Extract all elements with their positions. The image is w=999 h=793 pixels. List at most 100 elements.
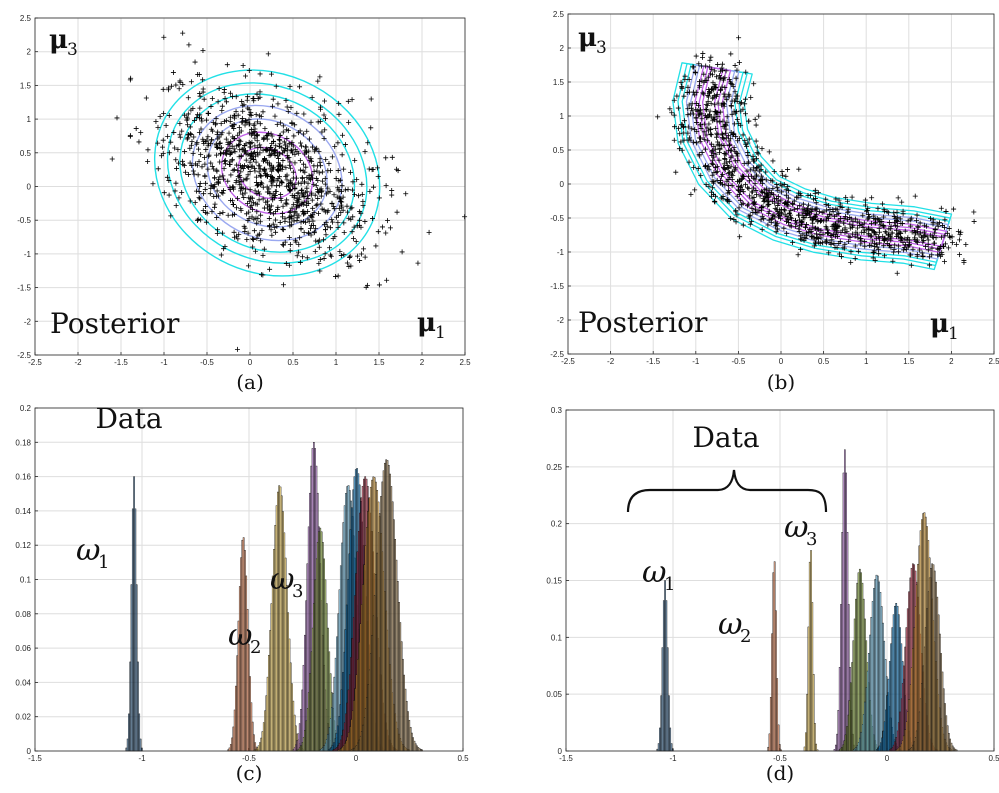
sample-point [215, 227, 221, 233]
sample-point [426, 229, 432, 235]
sample-point [345, 186, 351, 192]
sample-point [225, 178, 231, 184]
sample-point [311, 223, 317, 229]
sample-point [337, 198, 343, 204]
sample-point [218, 151, 224, 157]
sample-point [269, 232, 275, 238]
data-label: Data [692, 421, 759, 454]
sample-point [309, 94, 315, 100]
sample-point [310, 205, 316, 211]
sample-point [322, 175, 328, 181]
sample-point [207, 191, 213, 197]
sample-point [270, 96, 276, 102]
y-tick-label: -0.5 [550, 214, 564, 223]
sample-point [238, 165, 244, 171]
sample-point [203, 139, 209, 145]
sample-point [209, 163, 215, 169]
x-tick-label: -1 [669, 754, 677, 763]
x-tick-label: -0.5 [732, 357, 746, 366]
sample-point [251, 228, 257, 234]
sample-point [217, 141, 223, 147]
sample-point [199, 118, 205, 124]
sample-point [203, 147, 209, 153]
sample-point [286, 214, 292, 220]
sample-point [254, 133, 260, 139]
sample-point [349, 229, 355, 235]
sample-point [257, 71, 263, 77]
sample-point [267, 266, 273, 272]
sample-point [338, 210, 344, 216]
sample-point [157, 114, 163, 120]
y-tick-label: -1 [557, 248, 565, 257]
sample-point [254, 91, 260, 97]
sample-point [319, 169, 325, 175]
sample-point [284, 135, 290, 141]
sample-point [368, 125, 374, 131]
sample-point [234, 233, 240, 239]
sample-point [272, 224, 278, 230]
panel-c: -1.5 -1 -0.5 0 0.500.020.040.060.080.10.120.… [15, 402, 469, 785]
sample-point [319, 129, 325, 135]
sample-point [257, 121, 263, 127]
sample-point [269, 147, 275, 153]
sample-point [274, 223, 280, 229]
sample-point [224, 62, 230, 68]
sample-point [295, 198, 301, 204]
omega-label: ω [270, 562, 294, 597]
sample-point [215, 129, 221, 135]
sample-point [370, 184, 376, 190]
sample-point [277, 163, 283, 169]
sample-point [339, 188, 345, 194]
sample-point [339, 204, 345, 210]
sample-point [245, 164, 251, 170]
sample-point [262, 126, 268, 132]
sample-point [258, 238, 264, 244]
sample-point [335, 140, 341, 146]
x-tick-label: 2 [949, 357, 954, 366]
sample-point [303, 164, 309, 170]
sample-point [309, 197, 315, 203]
posterior-label: Posterior [578, 306, 708, 339]
sample-point [213, 122, 219, 128]
sample-point [214, 188, 220, 194]
sample-point [291, 201, 297, 207]
sample-point [234, 346, 240, 352]
sample-point [247, 112, 253, 118]
sample-point [155, 124, 161, 130]
sample-point [300, 218, 306, 224]
sample-point [292, 160, 298, 166]
sample-point [242, 143, 248, 149]
sample-point [340, 207, 346, 213]
sample-point [284, 152, 290, 158]
sample-point [205, 166, 211, 172]
sample-point [169, 83, 175, 89]
sample-point [155, 140, 161, 146]
sample-point [245, 94, 251, 100]
sample-point [317, 118, 323, 124]
y-tick-label: 2.5 [20, 14, 32, 23]
y-axis-subscript: 3 [596, 38, 607, 58]
sample-point [177, 78, 183, 84]
y-tick-label: 0.06 [15, 644, 31, 653]
sample-point [201, 96, 207, 102]
x-tick-label: 0.5 [988, 754, 999, 763]
sample-point [267, 207, 273, 213]
sample-point [268, 152, 274, 158]
x-axis-symbol: μ [930, 309, 949, 339]
sample-point [327, 252, 333, 258]
sample-point [361, 246, 367, 252]
sample-point [399, 249, 405, 255]
sample-point [282, 146, 288, 152]
sample-point [252, 165, 258, 171]
sample-point [335, 220, 341, 226]
sample-point [273, 83, 279, 89]
sample-point [309, 158, 315, 164]
sample-point [173, 203, 179, 209]
sample-point [370, 216, 376, 222]
sample-point [205, 110, 211, 116]
sample-point [275, 155, 281, 161]
panel-b: -2.5 -2 -1.5 -1 -0.5 0 0.5 1 1.5 2 2.5-2.5-2-1.5-1… [550, 10, 999, 394]
sample-point [214, 193, 220, 199]
sample-point [213, 116, 219, 122]
sample-point [182, 169, 188, 175]
